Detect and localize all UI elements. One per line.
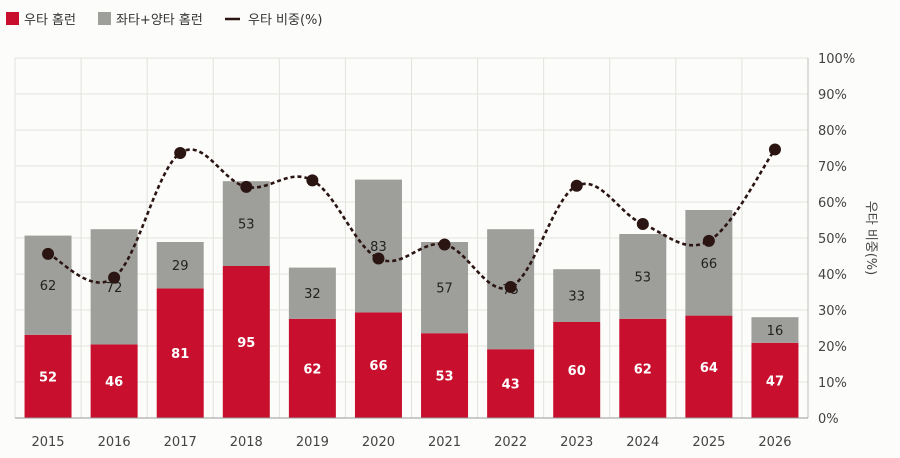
data-label-right-handed: 43 — [502, 378, 520, 393]
y-tick-label: 10% — [818, 376, 847, 391]
bar-left-switch — [751, 317, 799, 343]
y-tick-label: 0% — [818, 412, 839, 427]
y-tick-label: 100% — [818, 52, 855, 67]
bar-left-switch — [553, 269, 601, 322]
data-label-left-switch: 53 — [635, 270, 652, 285]
bar-left-switch — [222, 181, 270, 266]
data-label-left-switch: 62 — [40, 279, 57, 294]
bar-right-handed — [24, 334, 72, 418]
data-label-left-switch: 33 — [568, 290, 585, 305]
data-label-right-handed: 60 — [568, 364, 586, 379]
data-label-right-handed: 64 — [700, 361, 718, 376]
legend-swatch-left-switch — [98, 12, 111, 25]
data-label-left-switch: 53 — [238, 218, 255, 233]
bar-left-switch — [156, 242, 204, 289]
data-label-right-handed: 66 — [369, 359, 387, 374]
data-label-left-switch: 29 — [172, 259, 189, 274]
y-tick-label: 70% — [818, 160, 847, 175]
ratio-point — [504, 280, 517, 293]
bar-right-handed — [421, 333, 469, 418]
x-tick-label: 2024 — [626, 435, 659, 450]
bar-right-handed — [751, 342, 799, 418]
legend-label-ratio: 우타 비중(%) — [248, 13, 322, 28]
x-tick-label: 2017 — [164, 435, 197, 450]
bar-right-handed — [288, 318, 336, 418]
ratio-point — [306, 174, 319, 187]
bar-right-handed — [156, 288, 204, 418]
ratio-point — [438, 238, 451, 251]
y-axis-right-label: 우타 비중(%) — [863, 201, 878, 275]
ratio-point — [174, 147, 187, 160]
data-label-right-handed: 62 — [634, 362, 652, 377]
bar-right-handed — [619, 318, 667, 418]
x-tick-label: 2019 — [296, 435, 329, 450]
y-tick-label: 60% — [818, 196, 847, 211]
axes: 0% 10% 20% 30% 40% 50% 60% 70% 80% 90% 100% 2015 201… — [15, 52, 855, 450]
data-label-left-switch: 57 — [436, 282, 453, 297]
ratio-point — [240, 180, 253, 193]
x-tick-label: 2022 — [494, 435, 527, 450]
bar-left-switch — [421, 242, 469, 334]
data-label-right-handed: 46 — [105, 375, 123, 390]
ratio-point — [768, 143, 781, 156]
bar-left-switch — [288, 267, 336, 319]
x-tick-label: 2018 — [230, 435, 263, 450]
data-label-right-handed: 62 — [303, 362, 321, 377]
y-tick-label: 80% — [818, 124, 847, 139]
x-tick-label: 2025 — [692, 435, 725, 450]
y-tick-label: 50% — [818, 232, 847, 247]
y-tick-label: 90% — [818, 88, 847, 103]
data-label-right-handed: 47 — [766, 374, 784, 389]
ratio-point — [636, 217, 649, 230]
data-label-right-handed: 81 — [171, 347, 189, 362]
legend-label-left-switch: 좌타+양타 홈런 — [116, 13, 203, 28]
data-label-right-handed: 52 — [39, 370, 57, 385]
data-label-right-handed: 53 — [435, 370, 453, 385]
bar-right-handed — [685, 315, 733, 418]
data-label-left-switch: 32 — [304, 287, 321, 302]
data-label-right-handed: 95 — [237, 336, 255, 351]
ratio-point — [372, 252, 385, 265]
data-label-left-switch: 72 — [106, 281, 123, 296]
ratio-point — [570, 179, 583, 192]
y-tick-label: 30% — [818, 304, 847, 319]
data-label-left-switch: 66 — [701, 257, 718, 272]
x-tick-label: 2021 — [428, 435, 461, 450]
bar-right-handed — [487, 349, 535, 418]
legend-label-right-handed: 우타 홈런 — [24, 13, 76, 28]
legend-swatch-right-handed — [6, 12, 19, 25]
data-label-left-switch: 16 — [767, 324, 784, 339]
y-tick-label: 20% — [818, 340, 847, 355]
bar-right-handed — [553, 322, 601, 418]
y-tick-label: 40% — [818, 268, 847, 283]
bar-right-handed — [90, 344, 138, 418]
bar-right-handed — [222, 266, 270, 418]
legend: 우타 홈런 좌타+양타 홈런 우타 비중(%) — [6, 12, 322, 28]
bar-left-switch — [619, 234, 667, 319]
ratio-point — [42, 247, 55, 260]
bar-left-switch — [90, 229, 138, 345]
bar-right-handed — [354, 312, 402, 418]
bar-left-switch — [685, 210, 733, 316]
x-tick-label: 2026 — [758, 435, 791, 450]
x-tick-label: 2016 — [98, 435, 131, 450]
x-tick-label: 2023 — [560, 435, 593, 450]
x-tick-label: 2020 — [362, 435, 395, 450]
ratio-point — [108, 271, 121, 284]
ratio-line — [42, 143, 781, 293]
ratio-point — [702, 234, 715, 247]
x-tick-label: 2015 — [31, 435, 64, 450]
data-label-left-switch: 83 — [370, 240, 387, 255]
